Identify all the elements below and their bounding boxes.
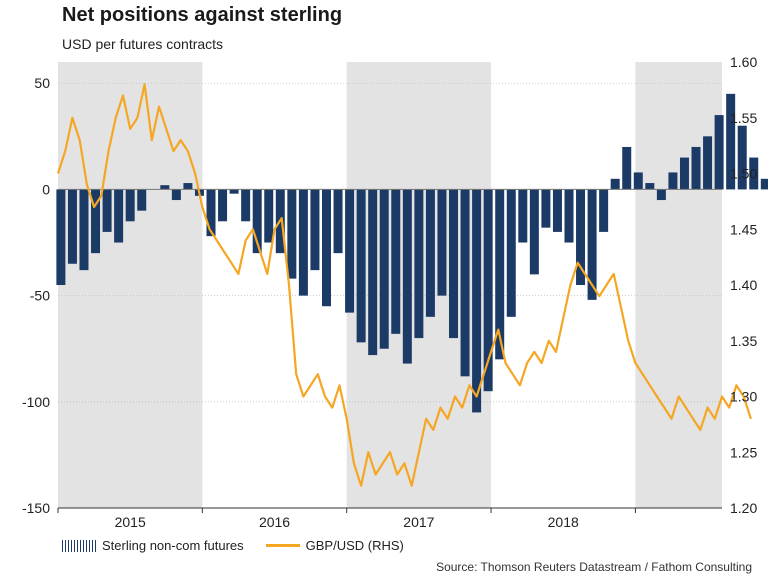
bar — [737, 125, 747, 190]
bar — [679, 157, 689, 190]
bar — [206, 189, 216, 237]
chart-title: Net positions against sterling — [62, 4, 343, 26]
left-tick-label: 0 — [42, 181, 50, 197]
bar — [356, 189, 366, 343]
bar — [310, 189, 320, 271]
bar — [691, 146, 701, 190]
bar — [402, 189, 412, 364]
bar — [599, 189, 609, 232]
bar — [437, 189, 447, 296]
legend-line-swatch — [265, 544, 300, 547]
bar — [102, 189, 112, 232]
bar — [472, 189, 482, 413]
gbpusd-line — [56, 83, 752, 487]
bar — [668, 172, 678, 190]
chart-subtitle: USD per futures contracts — [62, 36, 224, 52]
bar — [218, 189, 228, 222]
bar — [229, 189, 239, 194]
legend-line-label: GBP/USD (RHS) — [305, 538, 404, 553]
line-series — [56, 83, 752, 487]
shade-band-2019 — [635, 62, 722, 508]
bar — [183, 183, 193, 190]
bar — [726, 93, 736, 190]
bar — [298, 189, 308, 296]
bar — [760, 178, 768, 190]
shade-layer — [58, 62, 722, 508]
x-tick-label: 2016 — [259, 514, 290, 530]
bar — [564, 189, 574, 243]
bar — [414, 189, 424, 339]
x-tick-label: 2015 — [115, 514, 146, 530]
right-tick-label: 1.35 — [730, 333, 757, 349]
legend-item-bars: Sterling non-com futures — [62, 538, 244, 553]
bar — [622, 146, 632, 190]
bar — [656, 189, 666, 201]
bar — [552, 189, 562, 232]
bar — [495, 189, 505, 360]
bar — [379, 189, 389, 349]
bar-series — [56, 93, 768, 413]
left-tick-label: -50 — [30, 288, 50, 304]
bar — [518, 189, 528, 243]
bar — [460, 189, 470, 377]
left-tick-label: 50 — [34, 75, 50, 91]
right-tick-label: 1.55 — [730, 110, 757, 126]
bar — [125, 189, 135, 222]
bar — [137, 189, 147, 211]
bar — [79, 189, 89, 271]
legend-bars-label: Sterling non-com futures — [102, 538, 244, 553]
source-note: Source: Thomson Reuters Datastream / Fat… — [436, 560, 752, 574]
bar — [541, 189, 551, 228]
legend-bars-swatch — [62, 539, 96, 552]
bar — [114, 189, 124, 243]
legend: Sterling non-com futures GBP/USD (RHS) — [62, 538, 426, 553]
bar — [368, 189, 378, 356]
bar — [391, 189, 401, 334]
bar — [287, 189, 297, 279]
bar — [506, 189, 516, 317]
shade-band-2015 — [58, 62, 203, 508]
right-tick-label: 1.60 — [730, 54, 757, 70]
right-tick-label: 1.40 — [730, 277, 757, 293]
bar — [160, 185, 170, 190]
right-tick-label: 1.20 — [730, 500, 757, 516]
bar — [703, 136, 713, 190]
bar — [714, 115, 724, 190]
x-tick-label: 2017 — [403, 514, 434, 530]
left-tick-label: -100 — [22, 394, 50, 410]
bar — [610, 178, 620, 190]
bar — [252, 189, 262, 254]
bar — [333, 189, 343, 254]
bar — [241, 189, 251, 222]
bar — [645, 183, 655, 190]
right-tick-label: 1.45 — [730, 221, 757, 237]
x-tick-label: 2018 — [548, 514, 579, 530]
bar — [67, 189, 77, 264]
bar — [264, 189, 274, 243]
bar — [529, 189, 539, 275]
legend-item-line: GBP/USD (RHS) — [265, 538, 404, 553]
bar — [425, 189, 435, 317]
bar — [171, 189, 181, 201]
left-tick-label: -150 — [22, 500, 50, 516]
bar — [587, 189, 597, 300]
bar — [483, 189, 493, 392]
right-tick-label: 1.25 — [730, 444, 757, 460]
bar — [633, 172, 643, 190]
bar — [56, 189, 66, 285]
bar — [91, 189, 101, 254]
bar — [449, 189, 459, 339]
bar — [345, 189, 355, 313]
axes: 50 0 -50 -100 -150 1.60 1.55 1.50 1.45 1.40 1.35 1.… — [22, 54, 757, 530]
bar — [321, 189, 331, 307]
right-tick-label: 1.50 — [730, 166, 757, 182]
bar — [576, 189, 586, 285]
bar — [749, 157, 759, 190]
right-tick-label: 1.30 — [730, 389, 757, 405]
